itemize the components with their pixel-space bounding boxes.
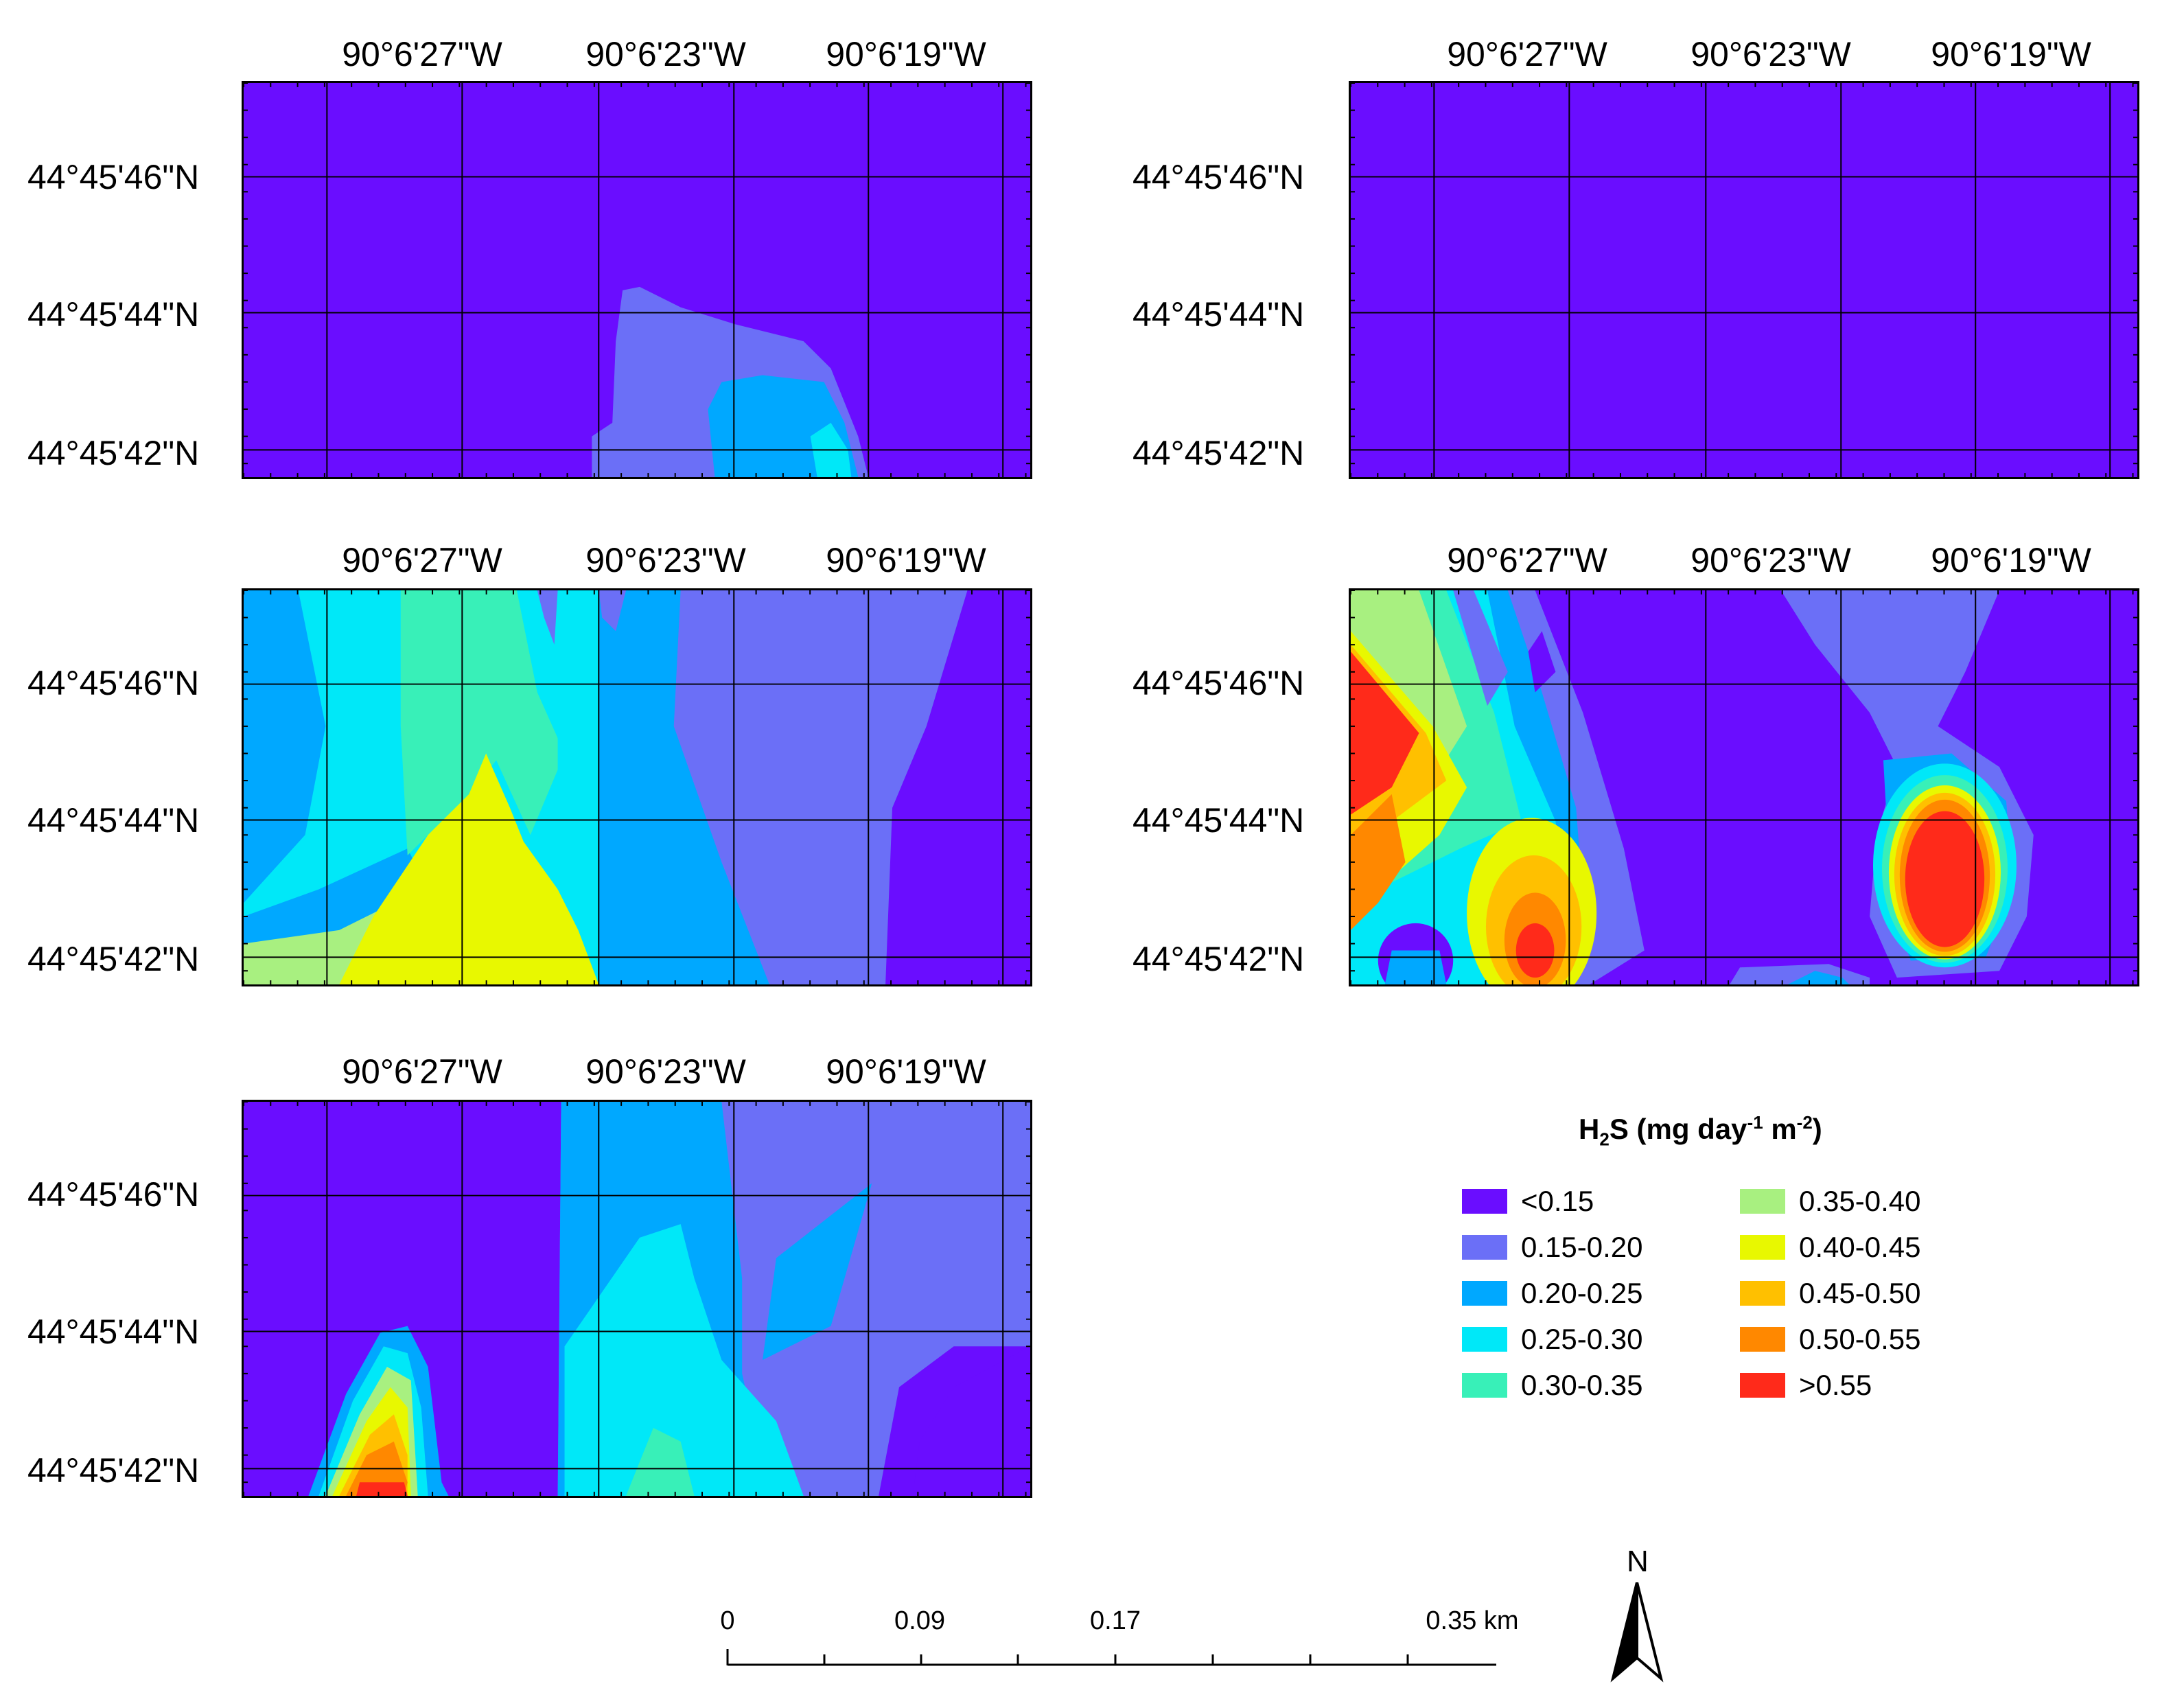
lat-label: 44°45'44"N [1132, 801, 1305, 840]
map-panel-3: 90°6'27"W 90°6'23"W 90°6'19"W 44°45'46"N… [0, 511, 1071, 1006]
legend-title: H2S (mg day-1 m-2) [1579, 1112, 1822, 1150]
legend-swatch [1462, 1235, 1507, 1260]
lon-label: 90°6'27"W [342, 1052, 502, 1091]
legend-swatch [1740, 1373, 1785, 1398]
lat-label: 44°45'44"N [27, 1313, 200, 1351]
graticule [244, 590, 1030, 984]
lat-label: 44°45'42"N [1132, 434, 1305, 472]
graticule [244, 1102, 1030, 1496]
concentration-map [242, 588, 1032, 986]
north-label: N [1627, 1545, 1649, 1578]
map-panel-1: 90°6'27"W 90°6'23"W 90°6'19"W 44°45'46"N… [0, 0, 1071, 494]
legend-item: <0.15 [1462, 1184, 1594, 1219]
graticule [244, 83, 1030, 477]
legend-label: 0.20-0.25 [1521, 1277, 1643, 1309]
lon-label: 90°6'23"W [1691, 35, 1851, 73]
map-panel-5: 90°6'27"W 90°6'23"W 90°6'19"W 44°45'46"N… [0, 1023, 1071, 1517]
lat-label: 44°45'46"N [1132, 158, 1305, 196]
lat-label: 44°45'46"N [27, 158, 200, 196]
legend: H2S (mg day-1 m-2) <0.15 0.15-0.20 0.20-… [1441, 1112, 1990, 1414]
contour-layer [1351, 83, 2137, 477]
lat-label: 44°45'44"N [27, 801, 200, 840]
lat-label: 44°45'46"N [1132, 664, 1305, 702]
lon-label: 90°6'19"W [1931, 35, 2091, 73]
legend-swatch [1462, 1281, 1507, 1306]
concentration-map [242, 1100, 1032, 1498]
lat-label: 44°45'44"N [27, 295, 200, 334]
lon-label: 90°6'23"W [585, 35, 746, 73]
lat-label: 44°45'46"N [27, 664, 200, 702]
legend-label: <0.15 [1521, 1185, 1594, 1217]
legend-label: 0.45-0.50 [1799, 1277, 1921, 1309]
lat-label: 44°45'42"N [27, 1451, 200, 1490]
legend-label: 0.30-0.35 [1521, 1369, 1643, 1401]
legend-item: 0.20-0.25 [1462, 1276, 1642, 1310]
legend-swatch [1740, 1235, 1785, 1260]
lon-label: 90°6'19"W [826, 1052, 986, 1091]
legend-item: 0.45-0.50 [1740, 1276, 1920, 1310]
lat-label: 44°45'46"N [27, 1175, 200, 1214]
legend-label: 0.40-0.45 [1799, 1231, 1921, 1263]
contour-layer [1351, 590, 2137, 984]
north-arrow: N [1606, 1545, 1675, 1683]
lon-label: 90°6'27"W [342, 541, 502, 579]
legend-swatch [1462, 1327, 1507, 1352]
lon-label: 90°6'19"W [1931, 541, 2091, 579]
lon-label: 90°6'23"W [585, 1052, 746, 1091]
legend-item: 0.40-0.45 [1740, 1230, 1920, 1264]
north-arrow-icon [1610, 1582, 1664, 1683]
contour-layer [244, 590, 1030, 984]
lat-label: 44°45'44"N [1132, 295, 1305, 334]
scale-ruler [726, 1649, 1496, 1666]
scale-label: 0.09 [894, 1606, 945, 1635]
lat-label: 44°45'42"N [27, 940, 200, 978]
contour-layer [244, 1102, 1030, 1496]
legend-item: 0.25-0.30 [1462, 1322, 1642, 1356]
concentration-map [242, 81, 1032, 479]
legend-swatch [1740, 1281, 1785, 1306]
legend-swatch [1462, 1189, 1507, 1214]
legend-label: >0.55 [1799, 1369, 1872, 1401]
legend-item: 0.50-0.55 [1740, 1322, 1920, 1356]
map-panel-2: 90°6'27"W 90°6'23"W 90°6'19"W 44°45'46"N… [1105, 0, 2176, 494]
scale-label: 0.35 km [1426, 1606, 1519, 1635]
legend-item: >0.55 [1740, 1368, 1872, 1402]
legend-label: 0.50-0.55 [1799, 1323, 1921, 1355]
lat-label: 44°45'42"N [1132, 940, 1305, 978]
legend-label: 0.15-0.20 [1521, 1231, 1643, 1263]
legend-swatch [1462, 1373, 1507, 1398]
lon-label: 90°6'27"W [1447, 541, 1607, 579]
legend-label: 0.25-0.30 [1521, 1323, 1643, 1355]
lat-label: 44°45'42"N [27, 434, 200, 472]
legend-item: 0.35-0.40 [1740, 1184, 1920, 1219]
lon-label: 90°6'19"W [826, 541, 986, 579]
lon-label: 90°6'27"W [1447, 35, 1607, 73]
lon-label: 90°6'27"W [342, 35, 502, 73]
graticule [1351, 83, 2137, 477]
scale-bar: 0 0.09 0.17 0.35 km [720, 1606, 1519, 1675]
legend-swatch [1740, 1327, 1785, 1352]
lon-label: 90°6'23"W [585, 541, 746, 579]
contour-layer [244, 83, 1030, 477]
legend-item: 0.30-0.35 [1462, 1368, 1642, 1402]
concentration-map [1349, 588, 2139, 986]
lon-label: 90°6'19"W [826, 35, 986, 73]
scale-label: 0 [720, 1606, 735, 1635]
lon-label: 90°6'23"W [1691, 541, 1851, 579]
map-panel-4: 90°6'27"W 90°6'23"W 90°6'19"W 44°45'46"N… [1105, 511, 2176, 1006]
graticule [1351, 590, 2137, 984]
scale-label: 0.17 [1090, 1606, 1141, 1635]
concentration-map [1349, 81, 2139, 479]
legend-swatch [1740, 1189, 1785, 1214]
legend-label: 0.35-0.40 [1799, 1185, 1921, 1217]
legend-item: 0.15-0.20 [1462, 1230, 1642, 1264]
